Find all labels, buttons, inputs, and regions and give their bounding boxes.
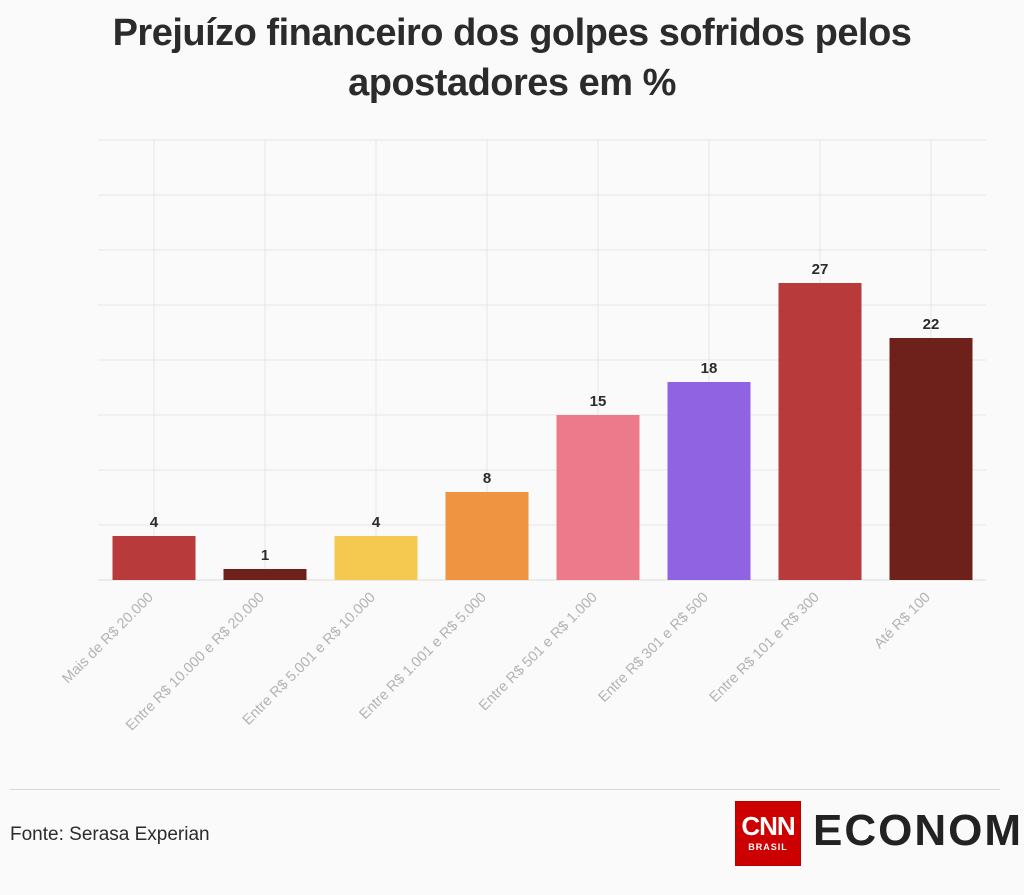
x-tick-label: Até R$ 100 — [871, 590, 934, 653]
x-tick-label: Entre R$ 1.001 e R$ 5.000 — [357, 590, 490, 723]
source-note: Fonte: Serasa Experian — [10, 824, 210, 845]
x-tick-label: Mais de R$ 20.000 — [59, 590, 156, 687]
data-label: 1 — [261, 547, 269, 564]
data-label: 4 — [150, 514, 159, 531]
bar — [556, 415, 640, 580]
bar — [889, 338, 973, 580]
x-tick-label: Entre R$ 301 e R$ 500 — [596, 590, 712, 706]
chart-title: Prejuízo financeiro dos golpes sofridos … — [112, 12, 912, 104]
bar — [778, 283, 862, 580]
data-label: 18 — [701, 360, 718, 377]
data-label: 22 — [923, 316, 940, 333]
cnn-logo-text: CNN — [741, 811, 795, 841]
bar — [667, 382, 751, 580]
x-tick-label: Entre R$ 101 e R$ 300 — [707, 590, 823, 706]
x-tick-label: Entre R$ 5.001 e R$ 10.000 — [240, 590, 379, 729]
cnn-brasil-logo: CNN BRASIL — [735, 801, 801, 866]
data-label: 27 — [812, 261, 829, 278]
data-label: 8 — [483, 470, 491, 487]
economia-logo: ECONOMIA — [813, 806, 1024, 855]
bar — [445, 492, 529, 580]
chart-data-labels: 4 1 4 8 15 18 27 22 — [150, 261, 940, 564]
data-label: 4 — [372, 514, 381, 531]
bar — [223, 569, 307, 580]
chart-bars — [112, 283, 973, 580]
footer-divider — [10, 789, 1000, 790]
x-tick-label: Entre R$ 501 e R$ 1.000 — [476, 590, 601, 715]
cnn-logo-subtext: BRASIL — [748, 842, 788, 852]
data-label: 15 — [590, 393, 607, 410]
bar — [334, 536, 418, 580]
bar — [112, 536, 196, 580]
